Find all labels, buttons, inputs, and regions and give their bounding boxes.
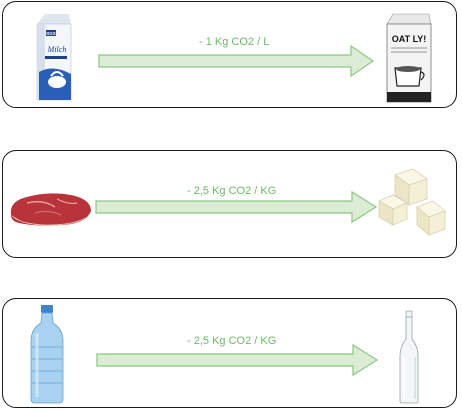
co2-saving-label: - 1 Kg CO2 / L [199, 36, 270, 48]
raw-beef-icon [10, 193, 91, 226]
transition-arrow [98, 44, 375, 78]
milk-logo: SGS [46, 31, 56, 36]
milk-brand-text: Milch [47, 45, 67, 54]
transition-arrow [95, 190, 378, 224]
tofu-icon [378, 168, 446, 236]
comparison-panel-bottle: - 2,5 Kg CO2 / KG [2, 298, 457, 408]
glass-bottle-icon [399, 310, 419, 404]
transition-arrow [96, 343, 379, 377]
oat-brand-text: OAT LY! [392, 34, 427, 44]
comparison-panel-milk: SGS Milch - 1 Kg CO2 / L OAT LY! [2, 1, 457, 108]
comparison-panel-meat: - 2,5 Kg CO2 / KG [2, 150, 457, 258]
milk-carton-icon: SGS Milch [36, 14, 72, 101]
plastic-bottle-icon [30, 305, 64, 404]
oat-milk-carton-icon: OAT LY! [386, 13, 432, 103]
co2-saving-label: - 2,5 Kg CO2 / KG [187, 185, 277, 197]
co2-saving-label: - 2,5 Kg CO2 / KG [187, 335, 277, 347]
